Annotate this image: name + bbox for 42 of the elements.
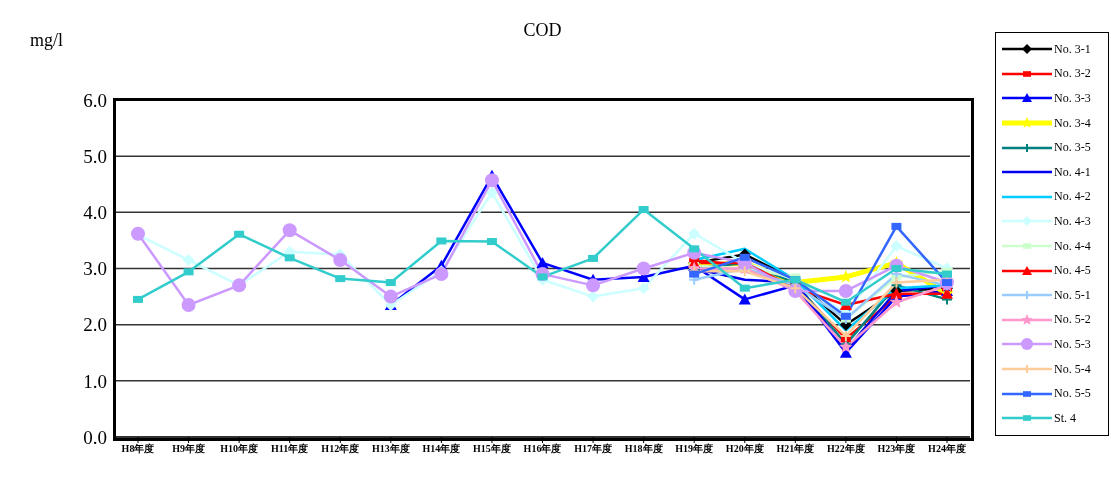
legend-label: No. 5-4: [1054, 361, 1091, 377]
y-axis-title: mg/l: [30, 30, 64, 51]
legend-label: No. 3-2: [1054, 66, 1091, 82]
y-tick-label: 1.0: [83, 370, 107, 392]
legend-label: No. 3-4: [1054, 115, 1091, 131]
x-tick-label: H14年度: [422, 443, 461, 455]
x-tick-label: H22年度: [826, 443, 865, 455]
y-tick-label: 0.0: [83, 426, 107, 448]
x-tick-label: H18年度: [624, 443, 663, 455]
y-tick-label: 6.0: [83, 89, 107, 111]
legend-label: No. 3-5: [1054, 140, 1091, 156]
legend-label: No. 5-3: [1054, 336, 1091, 352]
legend-label: No. 3-1: [1054, 41, 1091, 57]
legend-label: No. 4-5: [1054, 263, 1091, 279]
x-tick-label: H20年度: [725, 443, 764, 455]
x-tick-label: H23年度: [877, 443, 916, 455]
legend-label: No. 4-2: [1054, 189, 1091, 205]
y-tick-label: 2.0: [83, 314, 107, 336]
x-tick-label: H12年度: [321, 443, 360, 455]
y-tick-label: 5.0: [83, 145, 107, 167]
y-tick-label: 3.0: [83, 258, 107, 280]
x-tick-label: H17年度: [574, 443, 612, 455]
x-tick-label: H10年度: [220, 443, 259, 455]
x-tick-label: H21年度: [776, 443, 815, 455]
legend-label: No. 5-5: [1054, 386, 1091, 402]
x-tick-label: H15年度: [473, 443, 511, 455]
x-tick-label: H9年度: [172, 443, 205, 455]
x-tick-label: H13年度: [371, 443, 410, 455]
x-tick-label: H19年度: [675, 443, 714, 455]
chart-title: COD: [522, 20, 563, 41]
y-tick-label: 4.0: [83, 202, 107, 224]
legend-label: No. 5-1: [1054, 287, 1091, 303]
legend-label: St. 4: [1054, 410, 1077, 426]
x-tick-label: H11年度: [271, 443, 309, 455]
legend-label: No. 4-4: [1054, 238, 1091, 254]
legend-label: No. 3-3: [1054, 90, 1091, 106]
x-tick-label: H24年度: [928, 443, 966, 455]
legend-label: No. 4-3: [1054, 213, 1091, 229]
x-tick-label: H16年度: [523, 443, 562, 455]
x-tick-label: H8年度: [121, 443, 155, 455]
legend-label: No. 5-2: [1054, 312, 1091, 328]
legend-label: No. 4-1: [1054, 164, 1091, 180]
